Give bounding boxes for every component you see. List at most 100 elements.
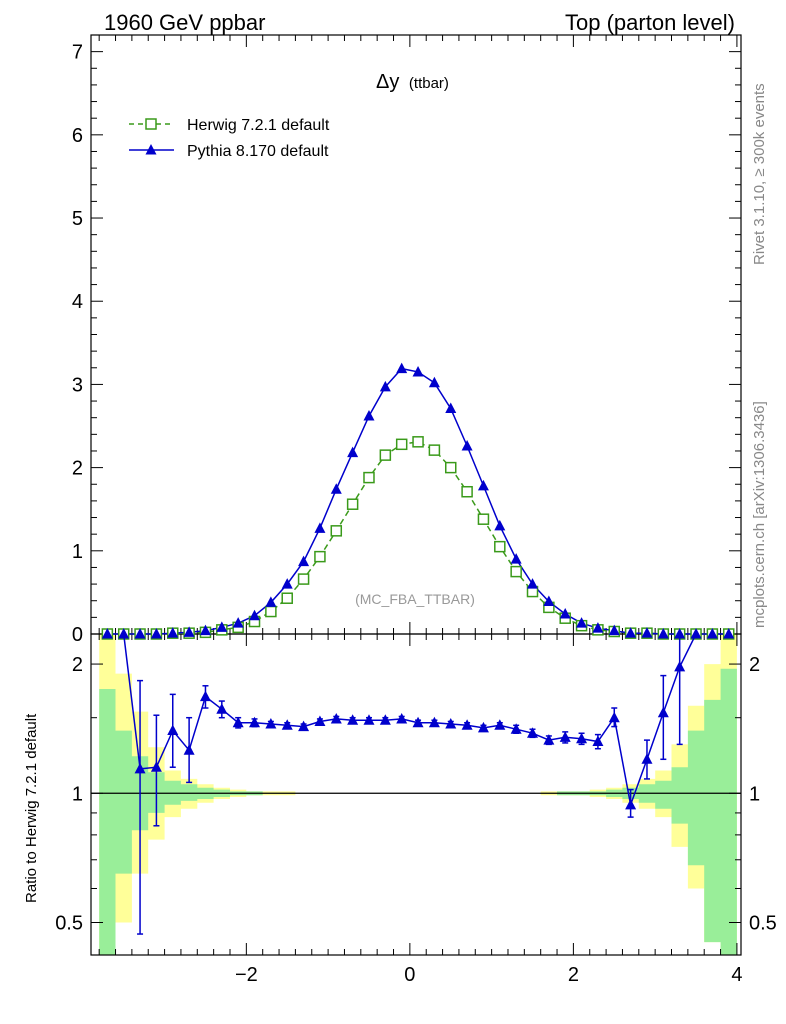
pythia-marker	[445, 402, 457, 414]
ratio-pythia-marker	[641, 753, 653, 764]
ratio-pythia-marker	[281, 719, 293, 730]
ratio-pythia-marker	[216, 703, 228, 714]
pythia-marker	[216, 621, 228, 632]
pythia-marker	[625, 627, 637, 638]
herwig-marker	[510, 565, 522, 578]
herwig-marker	[297, 573, 310, 585]
pythia-marker	[118, 628, 130, 639]
ratio-pythia-marker	[543, 734, 555, 745]
pythia-marker	[183, 626, 195, 637]
plot-title-symbol: Δy	[376, 71, 399, 93]
pythia-marker	[477, 479, 489, 491]
ratio-ytick-label-right: 2	[749, 654, 760, 676]
legend-pythia-marker	[145, 144, 157, 155]
ratio-pythia-marker	[559, 731, 571, 742]
ratio-pythia-marker	[592, 735, 604, 747]
ratio-ytick-label: 0.5	[55, 912, 83, 934]
pythia-marker	[249, 609, 261, 621]
pythia-marker	[134, 628, 146, 639]
ratio-pythia-marker	[183, 744, 195, 755]
herwig-marker	[395, 438, 408, 451]
watermark-analysis: (MC_FBA_TTBAR)	[355, 591, 475, 607]
pythia-marker	[412, 365, 424, 377]
ratio-xtick-label: 4	[731, 964, 742, 986]
pythia-marker	[101, 628, 113, 639]
ratio-pythia-marker	[265, 718, 277, 729]
ratio-pythia-marker	[445, 718, 457, 729]
ratio-pythia-marker	[347, 714, 359, 725]
band-green	[99, 668, 737, 955]
legend-herwig-marker	[145, 118, 157, 130]
herwig-marker	[265, 605, 277, 618]
pythia-marker	[428, 376, 440, 388]
main-panel-axes: 0 1 2 3 4 5 6 7	[72, 34, 742, 646]
ratio-y-axis-label: Ratio to Herwig 7.2.1 default	[23, 713, 40, 903]
ratio-pythia-marker	[461, 719, 473, 730]
ratio-pythia-line	[122, 633, 697, 808]
plot-title-main: Δy (ttbar)	[376, 71, 449, 93]
herwig-marker	[346, 498, 359, 510]
ratio-ytick-label-right: 1	[749, 783, 760, 805]
herwig-marker	[428, 444, 441, 456]
pythia-marker	[494, 519, 506, 531]
main-ytick-label: 4	[72, 291, 83, 313]
legend-pythia-label: Pythia 8.170 default	[187, 143, 329, 160]
ratio-pythia-marker	[674, 660, 686, 672]
ratio-pythia-marker	[330, 712, 342, 724]
ratio-pythia-marker	[576, 732, 588, 744]
pythia-marker	[347, 446, 359, 458]
side-text-mcplots: mcplots.cern.ch [arXiv:1306.3436]	[751, 401, 768, 628]
herwig-marker	[444, 461, 457, 474]
side-text-rivet: Rivet 3.1.10, ≥ 300k events	[751, 83, 768, 265]
ratio-pythia-marker	[477, 721, 489, 733]
herwig-marker	[494, 540, 506, 553]
ratio-pythia-marker	[199, 690, 211, 702]
pythia-marker	[608, 624, 620, 636]
pythia-marker	[265, 596, 277, 607]
pythia-marker	[330, 483, 342, 494]
ratio-pythia-marker	[428, 716, 440, 728]
header-left-title: 1960 GeV ppbar	[104, 10, 265, 35]
main-ytick-label: 1	[72, 541, 83, 563]
plot-title-sub: (ttbar)	[409, 75, 449, 92]
main-ytick-label: 5	[72, 208, 83, 230]
herwig-marker	[363, 471, 375, 484]
pythia-marker	[199, 624, 211, 636]
herwig-marker	[412, 436, 424, 448]
pythia-marker	[396, 362, 408, 374]
ratio-ytick-label: 1	[72, 783, 83, 805]
ratio-pythia-marker	[232, 716, 244, 728]
ratio-frame	[90, 633, 742, 956]
ratio-pythia-marker	[657, 706, 669, 718]
ratio-pythia-marker	[363, 714, 375, 725]
herwig-marker	[330, 525, 343, 537]
pythia-marker	[706, 628, 718, 639]
main-ytick-label: 7	[72, 42, 83, 64]
pythia-marker	[657, 628, 669, 639]
pythia-marker	[559, 608, 571, 619]
main-ytick-label: 3	[72, 374, 83, 396]
main-ytick-label: 6	[72, 125, 83, 147]
header-right-title: Top (parton level)	[565, 10, 735, 35]
pythia-marker	[379, 380, 391, 392]
pythia-marker	[510, 553, 522, 564]
ratio-pythia-marker	[249, 716, 261, 728]
pythia-marker	[281, 578, 293, 589]
herwig-marker	[461, 485, 473, 498]
ratio-pythia-marker	[379, 714, 391, 725]
herwig-marker	[281, 592, 293, 604]
herwig-marker	[379, 449, 392, 461]
ratio-uncertainty-bands	[99, 634, 737, 955]
ratio-xtick-label: −2	[235, 964, 258, 986]
pythia-marker	[527, 578, 539, 589]
herwig-marker	[477, 513, 490, 525]
ratio-pythia-marker	[625, 798, 637, 810]
ratio-xtick-label: 2	[568, 964, 579, 986]
legend: Herwig 7.2.1 default Pythia 8.170 default	[129, 117, 330, 160]
pythia-marker	[543, 595, 555, 607]
ratio-ytick-label-right: 0.5	[749, 912, 777, 934]
herwig-marker	[314, 550, 326, 563]
main-panel-series	[101, 362, 735, 640]
pythia-marker	[461, 439, 473, 451]
